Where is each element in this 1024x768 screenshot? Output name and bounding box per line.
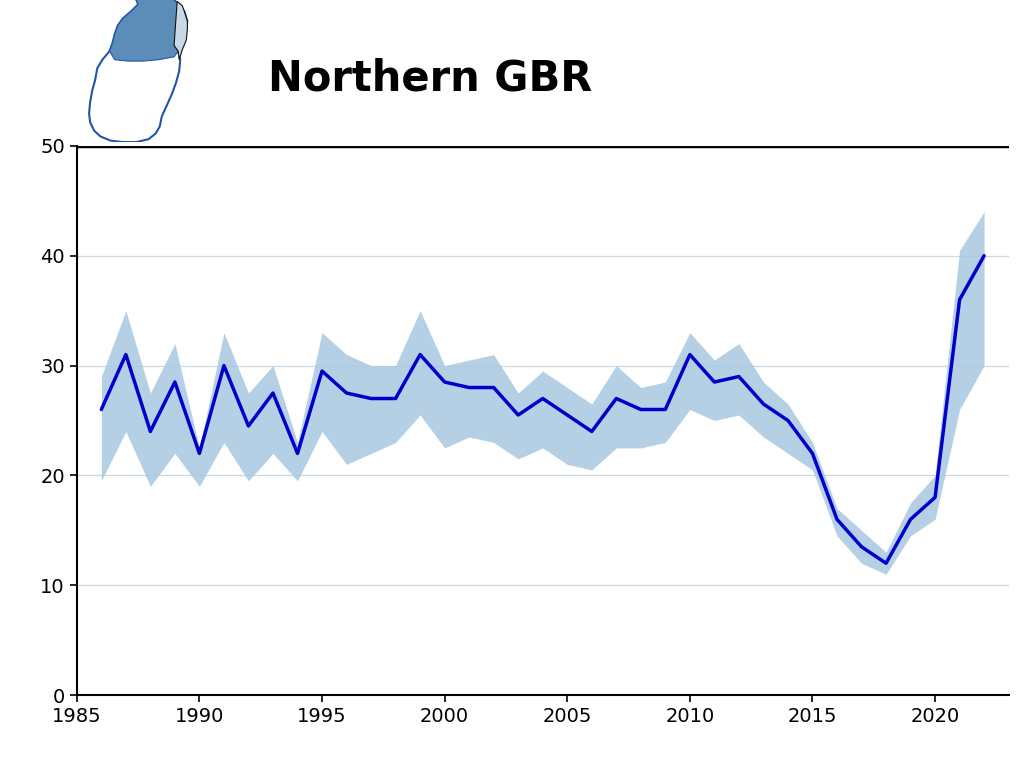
Polygon shape [110,0,187,61]
Polygon shape [89,0,187,142]
Polygon shape [174,2,187,60]
Text: Northern GBR: Northern GBR [268,57,592,99]
